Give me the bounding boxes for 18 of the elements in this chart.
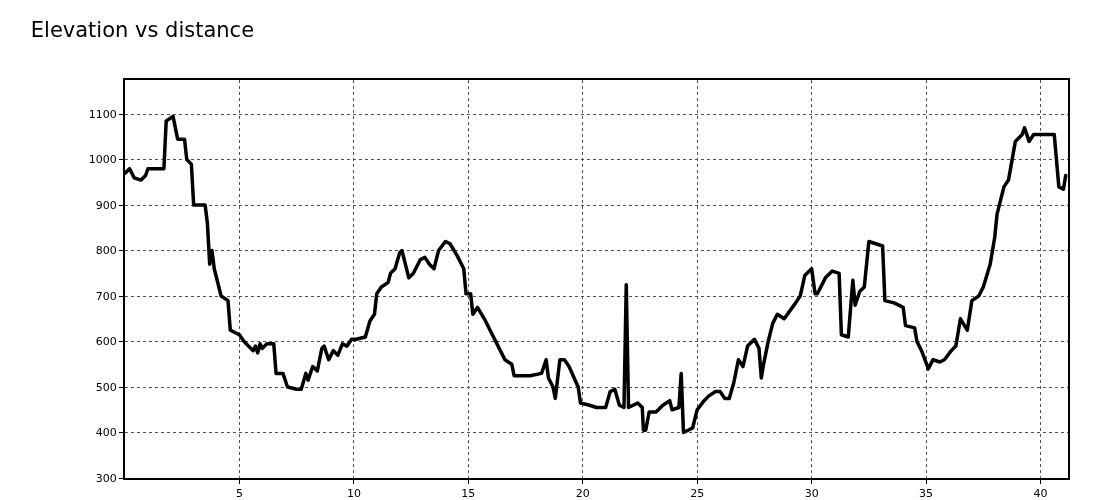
x-tick-label: 15 [461, 487, 476, 500]
x-tick-label: 25 [690, 487, 705, 500]
x-tick-label: 20 [575, 487, 590, 500]
x-tick-label: 10 [346, 487, 361, 500]
y-tick-label: 800 [95, 244, 117, 258]
x-tick-label: 30 [804, 487, 819, 500]
x-tick-label: 5 [235, 487, 243, 500]
chart-title: Elevation vs distance [30, 18, 255, 43]
y-tick-label: 700 [95, 289, 117, 303]
x-tick-label: 35 [919, 487, 934, 500]
y-tick-label: 1100 [88, 107, 117, 121]
y-tick-label: 600 [95, 335, 117, 349]
y-tick-label: 900 [95, 198, 117, 212]
y-tick-label: 300 [95, 471, 117, 485]
y-tick-label: 500 [95, 380, 117, 394]
y-tick-label: 400 [95, 426, 117, 440]
x-tick-label: 40 [1033, 487, 1048, 500]
y-tick-label: 1000 [88, 153, 117, 167]
